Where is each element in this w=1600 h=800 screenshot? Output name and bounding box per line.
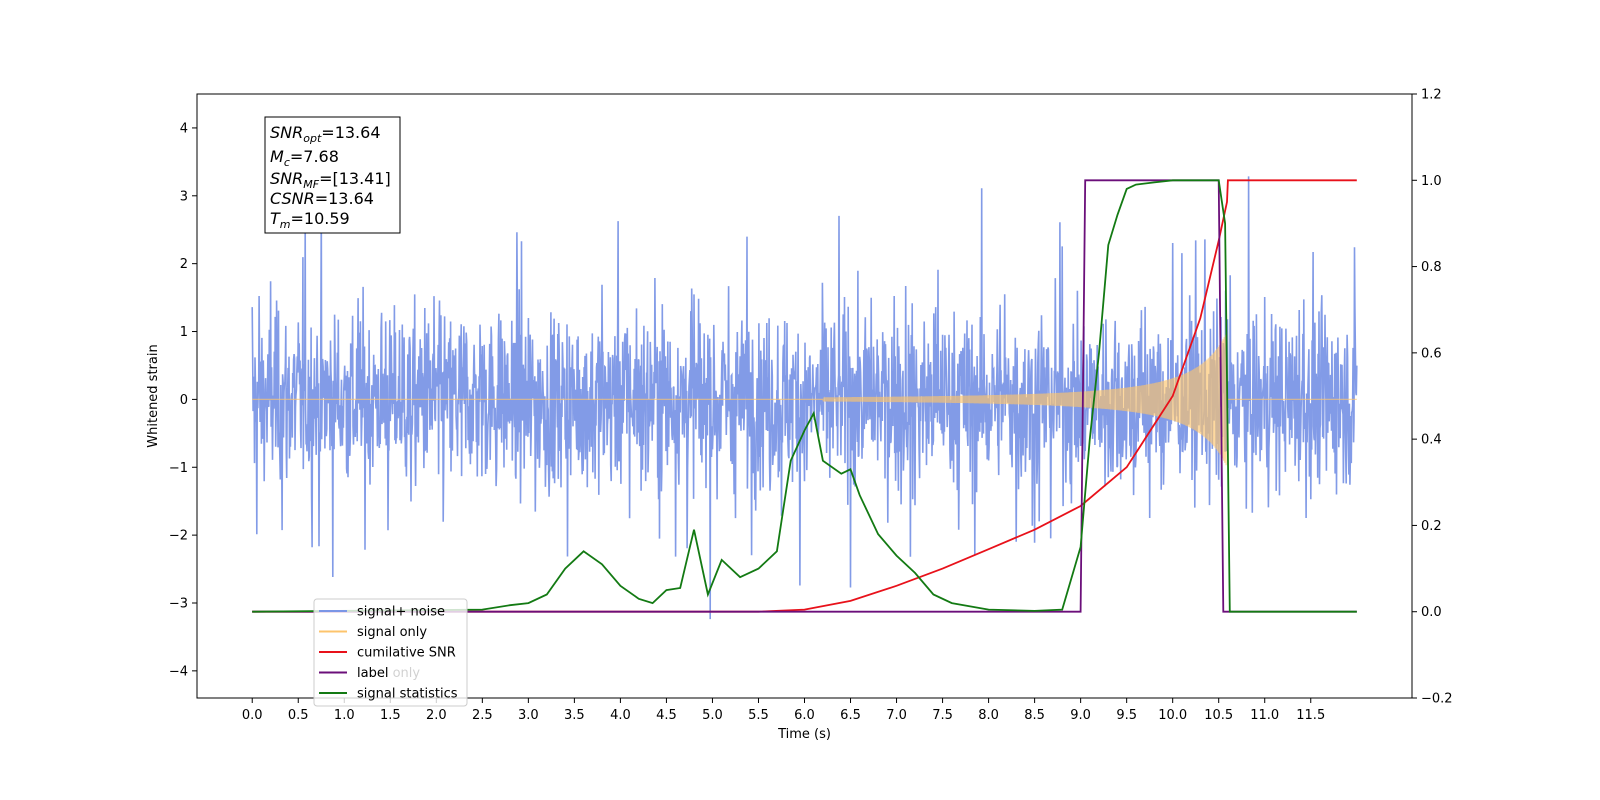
annotation-box: SNRopt=13.64Mc=7.68SNRMF=[13.41]CSNR=13.…: [264, 116, 401, 234]
y-tick-label: −1: [169, 461, 188, 476]
y-tick-label: 1: [180, 325, 188, 340]
legend-label: signal statistics: [357, 687, 458, 702]
x-tick-label: 6.5: [840, 708, 861, 723]
x-tick-label: 5.5: [748, 708, 769, 723]
x-tick-label: 4.5: [656, 708, 677, 723]
legend-label: signal only: [357, 625, 427, 640]
x-tick-label: 7.5: [932, 708, 953, 723]
series-signal-statistics: [252, 179, 1357, 613]
series-layer: [251, 176, 1358, 620]
x-tick-label: 9.5: [1116, 708, 1137, 723]
y2-axis-ticks: 1.2 1.0 0.8 0.6 0.4 0.2 0.0 −0.2: [1412, 88, 1453, 707]
x-tick-label: 7.0: [886, 708, 907, 723]
y-tick-label: −3: [169, 596, 188, 611]
x-tick-label: 9.0: [1070, 708, 1091, 723]
x-tick-label: 1.5: [380, 708, 401, 723]
x-tick-label: 2.0: [426, 708, 447, 723]
y2-tick-label: 0.8: [1421, 260, 1442, 275]
y-tick-label: 3: [180, 189, 188, 204]
series-signal-noise: [251, 176, 1358, 620]
x-tick-label: 4.0: [610, 708, 631, 723]
x-tick-label: 2.5: [472, 708, 493, 723]
y2-tick-label: 0.2: [1421, 519, 1442, 534]
x-tick-label: 8.0: [978, 708, 999, 723]
y-tick-label: 4: [180, 121, 188, 136]
y2-tick-label: −0.2: [1421, 692, 1453, 707]
legend-hidden-text: label only: [357, 666, 420, 681]
x-tick-label: 11.5: [1296, 708, 1325, 723]
y-tick-label: 0: [180, 393, 188, 408]
x-tick-label: 8.5: [1024, 708, 1045, 723]
legend-label: label: [357, 666, 388, 681]
series-signal-only: [252, 332, 1357, 466]
y2-tick-label: 0.0: [1421, 605, 1442, 620]
x-tick-label: 10.0: [1158, 708, 1187, 723]
x-tick-label: 0.5: [288, 708, 309, 723]
x-tick-label: 3.0: [518, 708, 539, 723]
x-axis-label: Time (s): [777, 727, 831, 742]
y2-tick-label: 0.6: [1421, 346, 1442, 361]
x-tick-label: 3.5: [564, 708, 585, 723]
y-axis-label: Whitened strain: [146, 344, 161, 447]
y2-tick-label: 1.2: [1421, 88, 1442, 103]
y-tick-label: −4: [169, 664, 188, 679]
annotation-line: SNRopt=13.64: [270, 123, 381, 145]
legend-label: signal+ noise: [357, 605, 445, 620]
annotation-line: SNRMF=[13.41]: [270, 169, 391, 191]
y-axis-ticks: 4 3 2 1 0 −1 −2 −3 −4: [169, 121, 197, 679]
x-tick-label: 11.0: [1250, 708, 1279, 723]
annotation-line: Tm=10.59: [270, 209, 350, 231]
annotation-line: CSNR=13.64: [270, 189, 374, 208]
series-cumilative-snr: [252, 179, 1357, 613]
y2-tick-label: 1.0: [1421, 174, 1442, 189]
legend-frame: [313, 598, 468, 707]
y-tick-label: −2: [169, 529, 188, 544]
x-tick-label: 10.5: [1204, 708, 1233, 723]
y2-tick-label: 0.4: [1421, 433, 1442, 448]
x-tick-label: 5.0: [702, 708, 723, 723]
annotation-line: Mc=7.68: [270, 147, 339, 169]
legend-label: cumilative SNR: [357, 646, 456, 661]
x-axis-ticks: 0.0 0.5 1.0 1.5 2.0 2.5 3.0 3.5 4.0 4.5 5.0 5.5 6.0 6…: [242, 698, 1325, 723]
y-tick-label: 2: [180, 257, 188, 272]
x-tick-label: 0.0: [242, 708, 263, 723]
x-tick-label: 1.0: [334, 708, 355, 723]
legend: label only signal+ noise signal only cumila…: [313, 598, 468, 707]
x-tick-label: 6.0: [794, 708, 815, 723]
annotation-frame: [264, 116, 401, 234]
